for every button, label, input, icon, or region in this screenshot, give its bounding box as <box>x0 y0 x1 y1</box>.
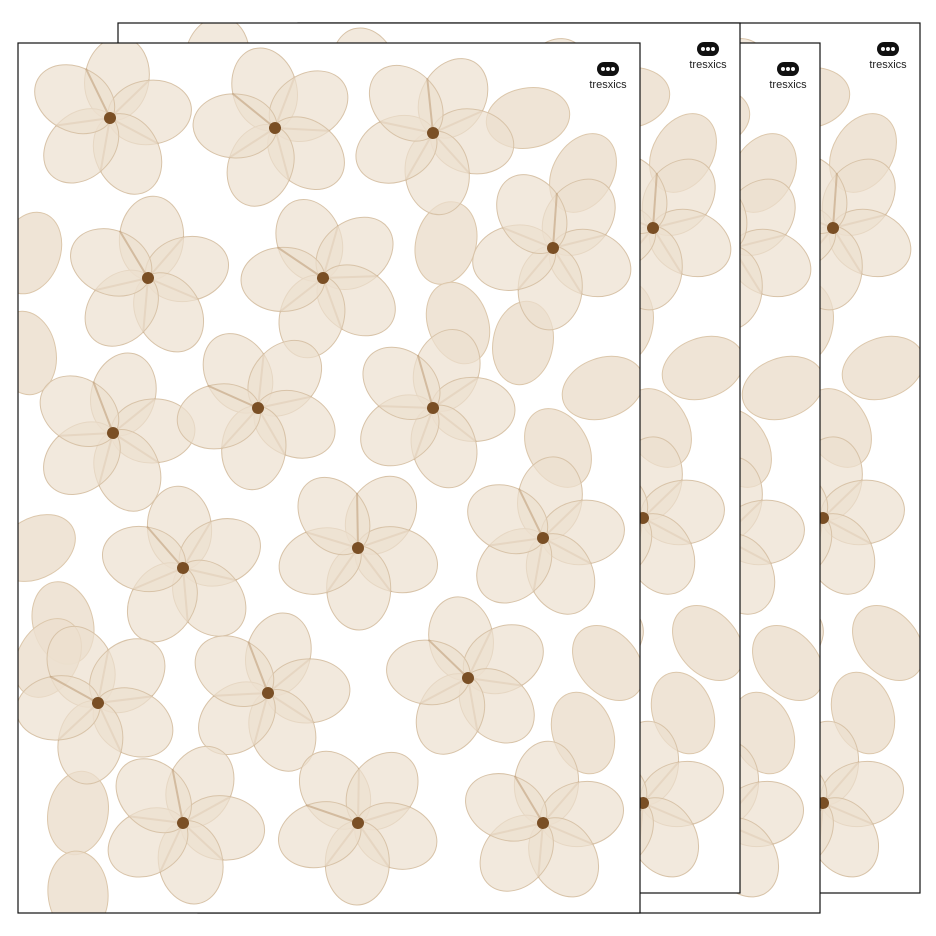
flower-center <box>462 672 474 684</box>
flower-vein <box>118 230 149 279</box>
flower <box>465 740 625 898</box>
flower-vein <box>247 641 269 694</box>
flower <box>192 47 349 207</box>
loose-petal <box>752 624 820 702</box>
loose-petal <box>661 335 740 401</box>
flower-center <box>427 127 439 139</box>
flower-center <box>647 222 659 234</box>
flower-vein <box>92 381 114 434</box>
loose-petal <box>18 310 57 396</box>
flower-vein <box>84 68 111 119</box>
brand-logo: tresxics <box>689 42 727 71</box>
flower-center <box>177 562 189 574</box>
logo-text: tresxics <box>869 59 907 71</box>
logo-dot <box>881 47 885 51</box>
brand-logo: tresxics <box>869 42 907 71</box>
flower <box>70 195 230 353</box>
flower <box>176 333 336 491</box>
logo-text: tresxics <box>589 79 627 91</box>
brand-logo: tresxics <box>589 62 627 91</box>
flower-center <box>537 532 549 544</box>
flower-vein <box>49 675 99 704</box>
loose-petal <box>672 604 740 682</box>
flower-center <box>252 402 264 414</box>
flower <box>18 625 174 785</box>
flower-vein <box>513 775 544 824</box>
flower-center <box>352 542 364 554</box>
flower-center <box>92 697 104 709</box>
flower-center <box>269 122 281 134</box>
flower <box>240 198 396 359</box>
sheet-border <box>17 42 641 914</box>
flower <box>278 750 438 906</box>
flower-vein <box>171 768 184 824</box>
flower-vein <box>231 92 276 129</box>
flower-vein <box>832 173 838 229</box>
logo-dot <box>601 67 605 71</box>
flower-center <box>317 272 329 284</box>
flower-vein <box>305 804 359 824</box>
flower-vein <box>517 488 544 539</box>
flower <box>39 352 196 512</box>
logo-dot <box>786 67 790 71</box>
loose-petal <box>841 335 920 401</box>
logo-dot <box>781 67 785 71</box>
logo-text: tresxics <box>769 79 807 91</box>
flower-center <box>537 817 549 829</box>
loose-petal <box>18 211 63 295</box>
flower-center <box>352 817 364 829</box>
loose-petal <box>18 514 76 582</box>
flower-vein <box>207 384 259 409</box>
loose-petal <box>741 355 820 421</box>
flower <box>472 174 632 331</box>
logo-dot <box>611 67 615 71</box>
flower <box>467 456 625 615</box>
logo-dot <box>711 47 715 51</box>
brand-logo: tresxics <box>769 62 807 91</box>
flower-center <box>827 222 839 234</box>
flower <box>107 745 266 905</box>
logo-text: tresxics <box>689 59 727 71</box>
flower <box>355 58 515 216</box>
flower <box>386 596 544 755</box>
flower-vein <box>146 525 184 569</box>
flower <box>101 485 261 643</box>
flower <box>360 328 516 489</box>
flower-vein <box>276 246 324 279</box>
flower-center <box>547 242 559 254</box>
flower-vein <box>652 173 658 229</box>
logo-dot <box>791 67 795 71</box>
sheet-stickers <box>18 43 640 913</box>
logo-dot <box>606 67 610 71</box>
flower-center <box>427 402 439 414</box>
loose-petal <box>47 850 109 913</box>
flower <box>278 475 438 631</box>
logo-dot <box>886 47 890 51</box>
logo-dot <box>706 47 710 51</box>
flower <box>194 612 351 772</box>
loose-petal <box>852 604 920 682</box>
flower-vein <box>552 193 558 249</box>
sticker-sheet: tresxics <box>17 42 641 914</box>
flower-center <box>142 272 154 284</box>
logo-dot <box>891 47 895 51</box>
flower-center <box>177 817 189 829</box>
flower <box>34 43 192 195</box>
flower-vein <box>427 639 469 679</box>
flower-vein <box>416 354 434 409</box>
flower-center <box>104 112 116 124</box>
loose-petal <box>561 355 640 421</box>
flower-vein <box>426 78 434 134</box>
loose-petal <box>572 624 640 702</box>
flower-center <box>107 427 119 439</box>
flower-vein <box>356 492 359 549</box>
logo-dot <box>701 47 705 51</box>
flower-center <box>262 687 274 699</box>
